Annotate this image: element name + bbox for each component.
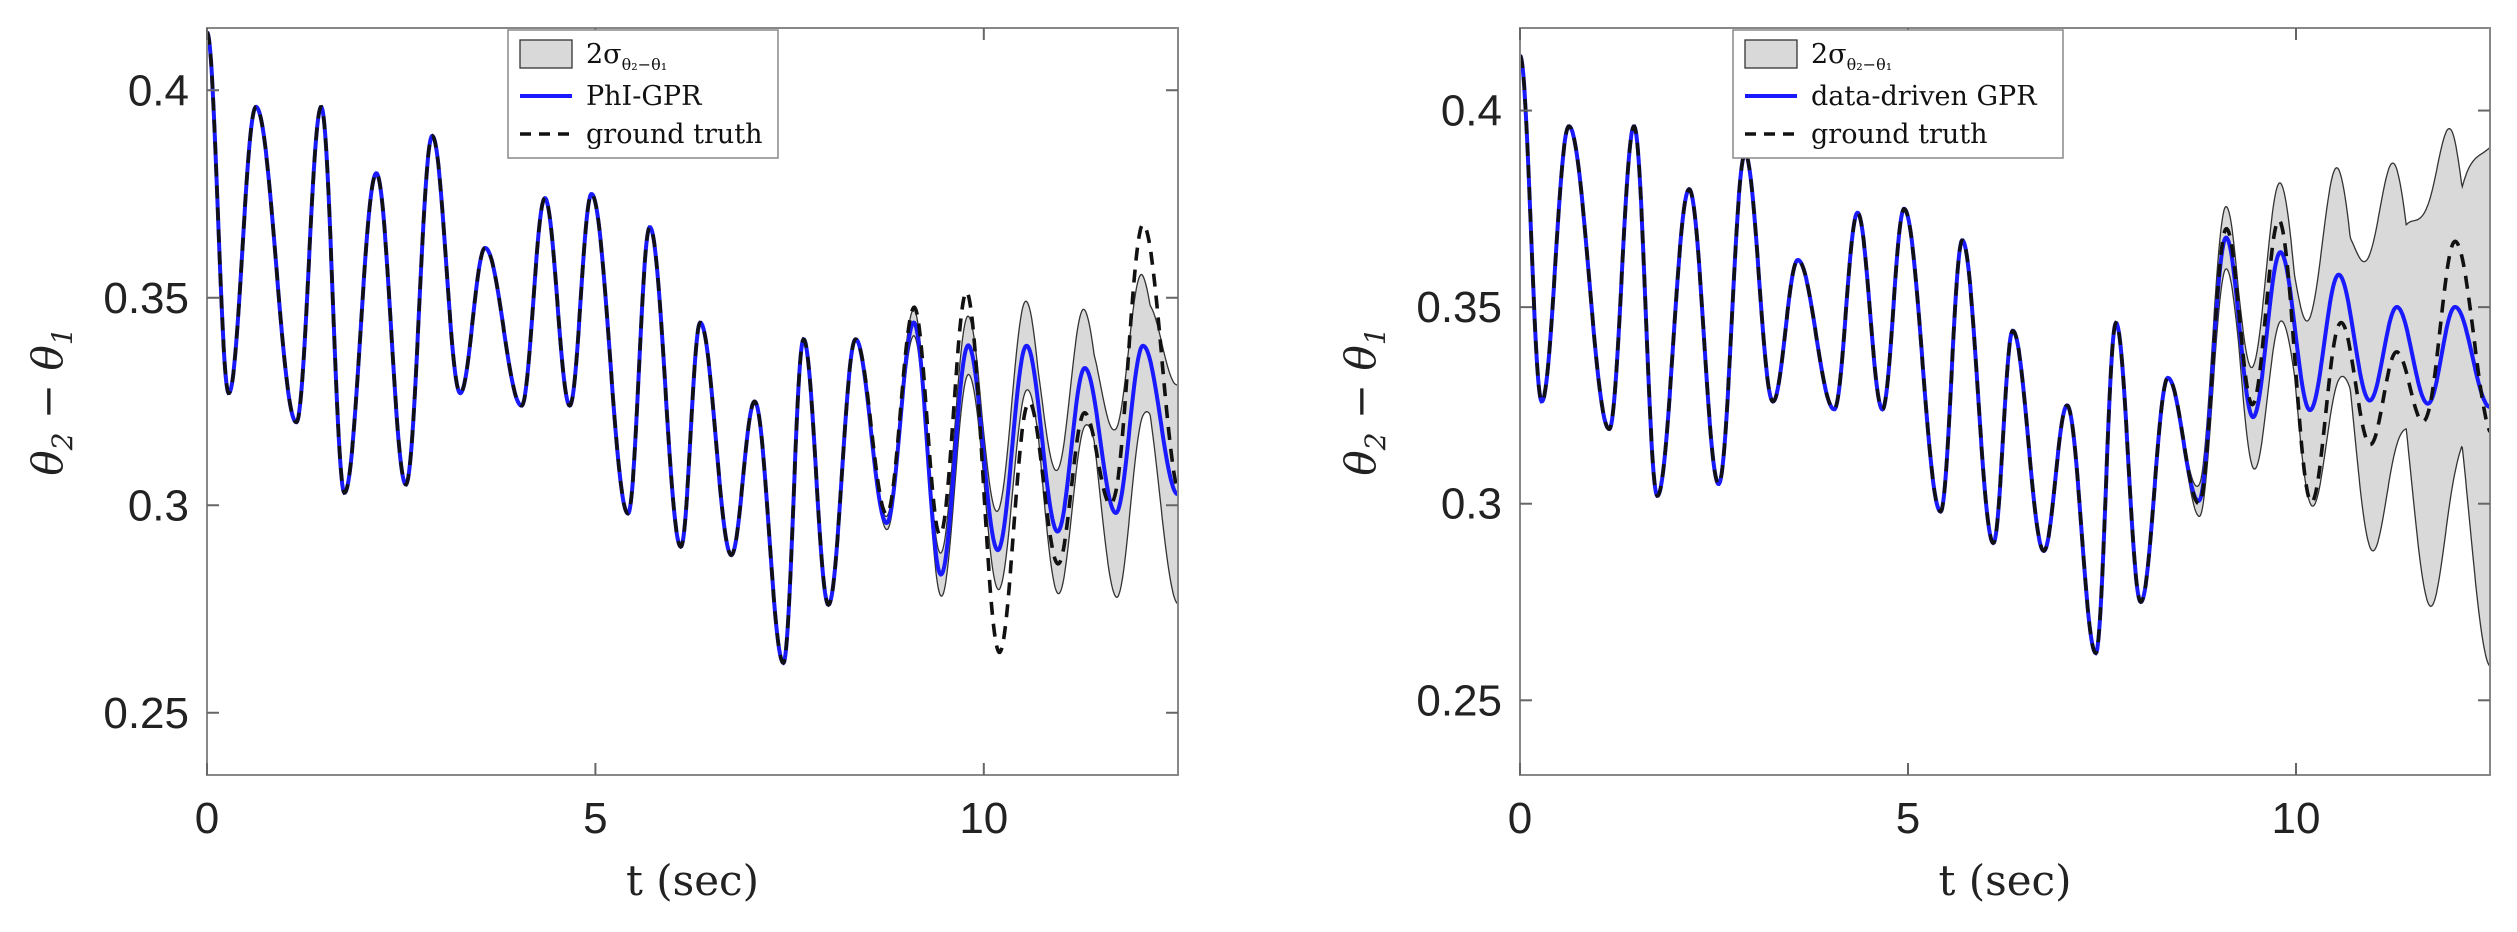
x-tick-label: 10 [959,794,1008,843]
legend-band-swatch [519,39,573,69]
legend: 2σθ₂−θ₁ data-driven GPR ground truth [1732,29,2064,159]
uncertainty-band [2171,127,2490,668]
y-tick-label: 0.3 [1441,480,1502,529]
legend-prediction-label: data-driven GPR [1811,81,2037,112]
legend: 2σθ₂−θ₁ PhI-GPR ground truth [507,29,779,159]
y-axis-label-subscript: 2 [46,432,79,451]
y-axis-label-subscript: 2 [1359,432,1392,451]
legend-band-label: 2σθ₂−θ₁ [1811,39,1892,74]
x-tick-label: 10 [2272,794,2321,843]
plot-area [207,30,1178,666]
y-axis-label: θ2 − θ1 [1336,327,1392,475]
x-tick-label: 5 [1896,794,1920,843]
y-axis-label: θ2 − θ1 [23,327,79,475]
x-tick-label: 0 [1508,794,1532,843]
y-tick-label: 0.3 [128,481,189,530]
legend-band-base: 2σ [586,39,622,70]
legend-truth-label: ground truth [1811,119,1987,150]
legend-band-base: 2σ [1811,39,1847,70]
ground-truth-line [207,31,1178,666]
prediction-line [207,30,1178,666]
x-tick-label: 0 [195,794,219,843]
chart-panel-1: 0 5 10 0.25 0.3 0.35 0.4 t (sec) θ2 − θ1 2σθ₂−θ₁ P… [23,27,1179,905]
legend-band-label: 2σθ₂−θ₁ [586,39,667,74]
y-tick-label: 0.35 [1416,283,1502,332]
y-axis-label-subscript: 1 [46,327,79,345]
x-axis-label: t (sec) [1939,856,2072,905]
y-axis-label-part: θ [1336,450,1385,475]
legend-band-sub: θ₂−θ₁ [622,55,668,74]
y-tick-label: 0.25 [1416,676,1502,725]
ground-truth-line [1520,54,2490,656]
legend-truth-label: ground truth [586,119,762,150]
legend-band-sub: θ₂−θ₁ [1847,55,1893,74]
plot-area [1520,54,2490,668]
y-axis-label-subscript: 1 [1359,327,1392,345]
y-tick-label: 0.25 [103,689,189,738]
y-axis-label-part: − θ [1336,345,1385,432]
uncertainty-band [859,273,1178,605]
chart-panel-2: 0 5 10 0.25 0.3 0.35 0.4 t (sec) θ2 − θ1 2σθ₂−θ₁ d… [1336,27,2491,905]
x-axis-label: t (sec) [626,856,759,905]
y-tick-label: 0.4 [1441,87,1502,136]
y-tick-label: 0.35 [103,274,189,323]
y-axis-label-part: θ [23,450,72,475]
x-tick-label: 5 [583,794,607,843]
axes-frame [1519,27,2491,776]
legend-prediction-label: PhI-GPR [586,81,702,112]
legend-band-swatch [1744,39,1798,69]
y-axis-label-part: − θ [23,345,72,432]
y-tick-label: 0.4 [128,66,189,115]
axes-frame [206,27,1179,776]
